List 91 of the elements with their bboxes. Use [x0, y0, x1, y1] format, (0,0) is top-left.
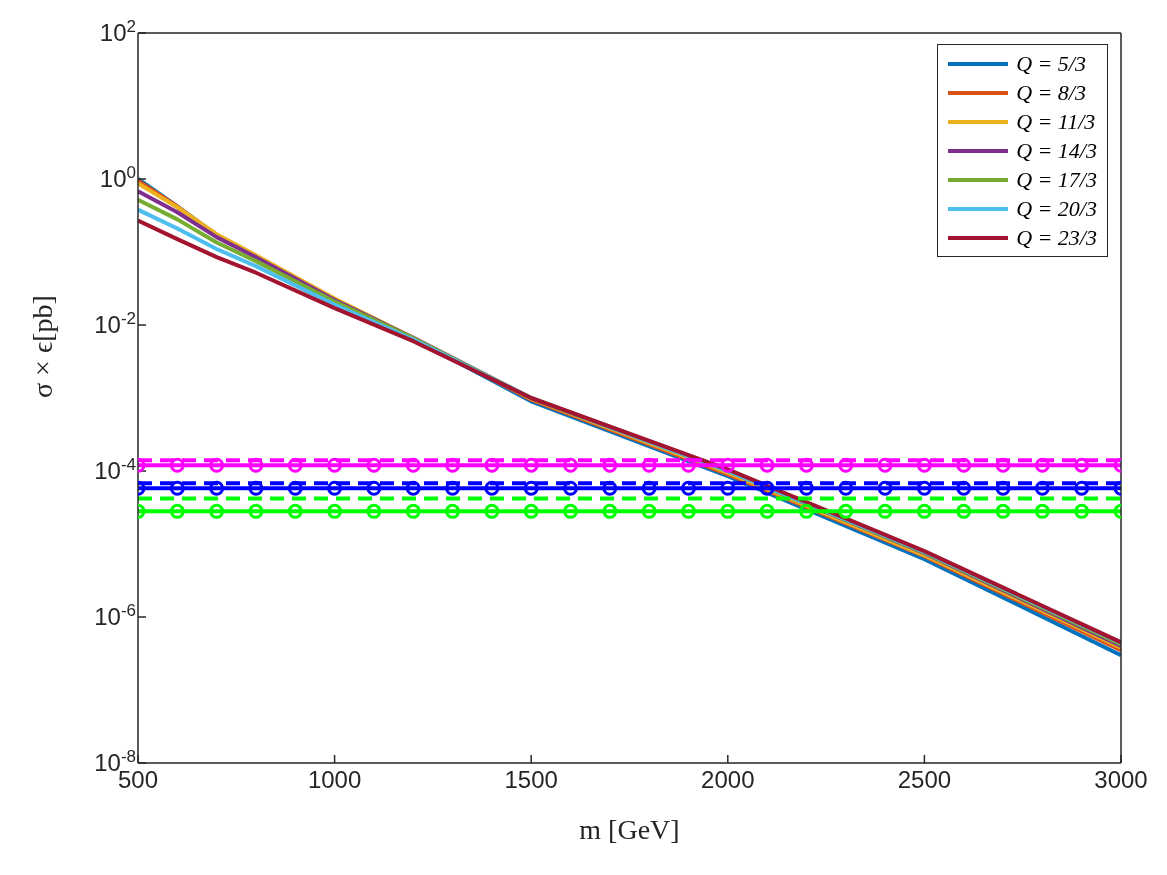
- point: [169, 503, 185, 519]
- point: [248, 457, 264, 473]
- y-tick-label: 10$^{0}$: [99, 162, 136, 192]
- point: [680, 503, 696, 519]
- point: [995, 480, 1011, 496]
- y-tick-label: 10$^{-6}$: [94, 600, 136, 630]
- y-tick-label: 10$^{2}$: [99, 16, 136, 46]
- point: [563, 503, 579, 519]
- point: [484, 457, 500, 473]
- x-tick-label: 2000: [701, 766, 755, 794]
- y-tick-label: 10$^{-4}$: [94, 454, 136, 484]
- point: [838, 503, 854, 519]
- point: [445, 480, 461, 496]
- point: [759, 480, 775, 496]
- point: [798, 503, 814, 519]
- point: [366, 457, 382, 473]
- point: [327, 457, 343, 473]
- point: [366, 503, 382, 519]
- point: [720, 480, 736, 496]
- point: [759, 457, 775, 473]
- point: [877, 503, 893, 519]
- point: [405, 503, 421, 519]
- point: [798, 480, 814, 496]
- point: [641, 503, 657, 519]
- x-tick-label: 2500: [897, 766, 952, 794]
- legend-label: Q = 17/3: [1016, 166, 1097, 193]
- point: [209, 457, 225, 473]
- point: [169, 480, 185, 496]
- point: [327, 503, 343, 519]
- y-axis-title: σ × ϵ[pb]: [26, 295, 58, 398]
- point: [720, 457, 736, 473]
- point: [916, 503, 932, 519]
- legend-label: Q = 20/3: [1016, 195, 1097, 222]
- point: [523, 457, 539, 473]
- point: [405, 457, 421, 473]
- y-tick-label: 10$^{-2}$: [94, 308, 136, 338]
- point: [877, 457, 893, 473]
- legend-label: Q = 8/3: [1016, 79, 1086, 106]
- legend-label: Q = 5/3: [1016, 50, 1086, 77]
- point: [248, 480, 264, 496]
- point: [445, 457, 461, 473]
- point: [798, 457, 814, 473]
- point: [484, 503, 500, 519]
- point: [484, 480, 500, 496]
- point: [956, 480, 972, 496]
- x-tick-label: 3000: [1094, 766, 1148, 794]
- point: [169, 457, 185, 473]
- point: [327, 480, 343, 496]
- point: [641, 457, 657, 473]
- point: [1074, 503, 1090, 519]
- point: [680, 480, 696, 496]
- point: [602, 457, 618, 473]
- point: [248, 503, 264, 519]
- point: [1034, 457, 1050, 473]
- point: [209, 503, 225, 519]
- point: [956, 503, 972, 519]
- point: [523, 480, 539, 496]
- legend-label: Q = 23/3: [1016, 224, 1097, 251]
- point: [838, 457, 854, 473]
- point: [602, 503, 618, 519]
- point: [877, 480, 893, 496]
- point: [916, 480, 932, 496]
- point: [838, 480, 854, 496]
- x-tick-label: 1000: [307, 766, 362, 794]
- point: [680, 457, 696, 473]
- point: [1074, 457, 1090, 473]
- point: [523, 503, 539, 519]
- point: [995, 503, 1011, 519]
- x-axis-title: m [GeV]: [579, 814, 680, 845]
- point: [563, 457, 579, 473]
- point: [563, 480, 579, 496]
- point: [956, 457, 972, 473]
- point: [1034, 503, 1050, 519]
- legend-label: Q = 11/3: [1016, 108, 1096, 135]
- legend-label: Q = 14/3: [1016, 137, 1097, 164]
- point: [287, 457, 303, 473]
- point: [641, 480, 657, 496]
- point: [916, 457, 932, 473]
- x-tick-label: 1500: [504, 766, 558, 794]
- point: [287, 480, 303, 496]
- point: [1034, 480, 1050, 496]
- point: [366, 480, 382, 496]
- point: [759, 503, 775, 519]
- point: [995, 457, 1011, 473]
- point: [445, 503, 461, 519]
- point: [1074, 480, 1090, 496]
- point: [209, 480, 225, 496]
- point: [405, 480, 421, 496]
- point: [720, 503, 736, 519]
- point: [287, 503, 303, 519]
- point: [602, 480, 618, 496]
